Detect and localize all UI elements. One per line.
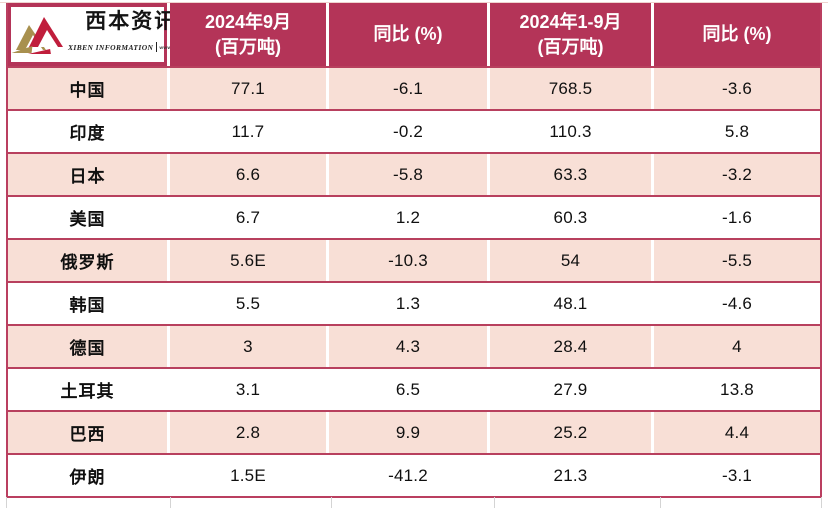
country-cell: 日本 bbox=[8, 154, 170, 195]
value-cell: 2.8 bbox=[170, 412, 329, 453]
steel-production-table: 西本资讯 XIBEN INFORMATION WWW.96369.NET 202… bbox=[6, 3, 822, 498]
country-cell: 土耳其 bbox=[8, 369, 170, 410]
value-cell: 5.8 bbox=[724, 121, 750, 141]
value-cell: 5.5 bbox=[170, 283, 329, 324]
value-cell: -1.6 bbox=[721, 207, 753, 227]
bottom-gridline bbox=[494, 497, 495, 508]
value-cell: 6.6 bbox=[170, 154, 329, 195]
value-cell: -5.5 bbox=[721, 250, 753, 270]
country-cell: 印度 bbox=[8, 111, 170, 152]
value-cell: 60.3 bbox=[490, 197, 654, 238]
table-row-korea: 韩国 5.5 1.3 48.1 -4.6 bbox=[8, 281, 820, 324]
value-cell: 1.5E bbox=[170, 455, 329, 496]
country-cell: 伊朗 bbox=[8, 455, 170, 496]
value-cell: 4.3 bbox=[329, 326, 490, 367]
country-cell: 中国 bbox=[8, 68, 170, 109]
value-cell: 6.5 bbox=[329, 369, 490, 410]
bottom-gridline bbox=[170, 497, 171, 508]
table-row-germany: 德国 3 4.3 28.4 4 bbox=[8, 324, 820, 367]
value-cell: 11.7 bbox=[170, 111, 329, 152]
value-cell: 9.9 bbox=[329, 412, 490, 453]
table-row-turkey: 土耳其 3.1 6.5 27.9 13.8 bbox=[8, 367, 820, 410]
value-cell: 3.1 bbox=[170, 369, 329, 410]
value-cell: 25.2 bbox=[490, 412, 654, 453]
value-cell: 4.4 bbox=[724, 422, 750, 442]
value-cell: 6.7 bbox=[170, 197, 329, 238]
country-cell: 韩国 bbox=[8, 283, 170, 324]
country-cell: 德国 bbox=[8, 326, 170, 367]
table-row-brazil: 巴西 2.8 9.9 25.2 4.4 bbox=[8, 410, 820, 453]
table-header-row: 西本资讯 XIBEN INFORMATION WWW.96369.NET 202… bbox=[8, 3, 820, 66]
bottom-gridline bbox=[821, 497, 822, 508]
value-cell: -5.8 bbox=[329, 154, 490, 195]
value-cell: 4 bbox=[732, 336, 742, 356]
value-cell: -41.2 bbox=[329, 455, 490, 496]
bottom-gridline bbox=[660, 497, 661, 508]
value-cell: 5.6E bbox=[170, 240, 329, 281]
bottom-gridline bbox=[331, 497, 332, 508]
table-row-russia: 俄罗斯 5.6E -10.3 54 -5.5 bbox=[8, 238, 820, 281]
table-row-usa: 美国 6.7 1.2 60.3 -1.6 bbox=[8, 195, 820, 238]
value-cell: 27.9 bbox=[490, 369, 654, 410]
value-cell: 3 bbox=[170, 326, 329, 367]
value-cell: -0.2 bbox=[329, 111, 490, 152]
value-cell: 21.3 bbox=[490, 455, 654, 496]
value-cell: 1.3 bbox=[329, 283, 490, 324]
header-yoy-cumulative: 同比 (%) bbox=[654, 3, 820, 66]
value-cell: -3.2 bbox=[721, 164, 753, 184]
mountain-logo-icon bbox=[11, 13, 66, 57]
bottom-gridline bbox=[6, 497, 7, 508]
value-cell: 77.1 bbox=[170, 68, 329, 109]
brand-name-en: XIBEN INFORMATION bbox=[68, 42, 154, 52]
country-cell: 巴西 bbox=[8, 412, 170, 453]
xiben-logo: 西本资讯 XIBEN INFORMATION WWW.96369.NET bbox=[11, 7, 194, 62]
country-cell: 俄罗斯 bbox=[8, 240, 170, 281]
value-cell: -10.3 bbox=[329, 240, 490, 281]
value-cell: 110.3 bbox=[490, 111, 654, 152]
header-yoy-month: 同比 (%) bbox=[329, 3, 490, 66]
country-cell: 美国 bbox=[8, 197, 170, 238]
value-cell: 1.2 bbox=[329, 197, 490, 238]
logo-header-cell: 西本资讯 XIBEN INFORMATION WWW.96369.NET bbox=[8, 3, 194, 66]
value-cell: 768.5 bbox=[490, 68, 654, 109]
brand-name-cn: 西本资讯 bbox=[85, 9, 178, 33]
header-jan-sep-2024: 2024年1-9月 (百万吨) bbox=[490, 3, 654, 66]
value-cell: 13.8 bbox=[720, 379, 754, 399]
header-sep-2024: 2024年9月 (百万吨) bbox=[170, 3, 329, 66]
table-row-iran: 伊朗 1.5E -41.2 21.3 -3.1 bbox=[8, 453, 820, 496]
value-cell: -3.1 bbox=[721, 465, 753, 485]
table-row-china: 中国 77.1 -6.1 768.5 -3.6 bbox=[8, 66, 820, 109]
value-cell: 63.3 bbox=[490, 154, 654, 195]
value-cell: 28.4 bbox=[490, 326, 654, 367]
brand-divider bbox=[156, 42, 158, 52]
table-row-japan: 日本 6.6 -5.8 63.3 -3.2 bbox=[8, 152, 820, 195]
value-cell: 48.1 bbox=[490, 283, 654, 324]
value-cell: -3.6 bbox=[721, 78, 753, 98]
value-cell: -4.6 bbox=[721, 293, 753, 313]
value-cell: -6.1 bbox=[329, 68, 490, 109]
top-gridline bbox=[0, 2, 828, 3]
value-cell: 54 bbox=[490, 240, 654, 281]
table-row-india: 印度 11.7 -0.2 110.3 5.8 bbox=[8, 109, 820, 152]
